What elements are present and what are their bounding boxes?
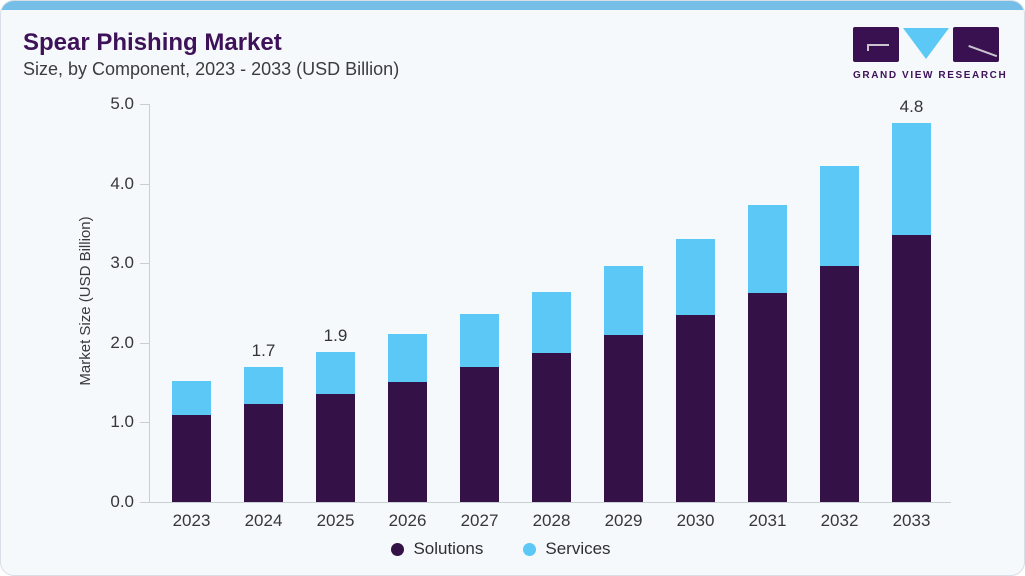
logo-v-triangle-icon: [903, 28, 949, 59]
chart-legend: Solutions Services: [1, 539, 1001, 559]
x-tick-label-2026: 2026: [388, 511, 427, 530]
logo-r-icon: [953, 27, 999, 62]
y-tick-label: 5.0: [110, 94, 134, 113]
legend-label-services: Services: [545, 539, 611, 558]
chart-subtitle: Size, by Component, 2023 - 2033 (USD Bil…: [23, 59, 400, 79]
bar-total-label-2024: 1.7: [251, 340, 276, 360]
logo-g-icon: [853, 27, 899, 62]
y-tick-mark: [140, 422, 149, 424]
y-tick-mark: [140, 183, 149, 185]
bar-segment-solutions-2032[interactable]: [820, 265, 859, 502]
bar-segment-services-2030[interactable]: [676, 238, 715, 315]
solutions-dot-icon: [391, 542, 405, 556]
legend-item-services[interactable]: Services: [523, 539, 611, 559]
bar-segment-solutions-2023[interactable]: [172, 415, 211, 502]
x-tick-label-2025: 2025: [316, 511, 355, 530]
bar-segment-services-2031[interactable]: [748, 205, 787, 293]
y-axis-title: Market Size (USD Billion): [77, 216, 94, 386]
chart-title: Spear Phishing Market: [23, 29, 282, 56]
x-tick-label-2024: 2024: [244, 511, 283, 530]
bar-segment-solutions-2024[interactable]: [244, 404, 283, 502]
x-tick-label-2027: 2027: [460, 511, 499, 530]
services-dot-icon: [523, 542, 537, 556]
x-axis-line: [140, 502, 951, 503]
bar-segment-services-2033[interactable]: [892, 123, 931, 235]
bar-segment-services-2026[interactable]: [388, 334, 427, 382]
y-tick-label: 4.0: [110, 173, 134, 193]
bar-segment-solutions-2031[interactable]: [748, 292, 787, 502]
y-tick-mark: [140, 342, 149, 344]
bar-segment-solutions-2030[interactable]: [676, 314, 715, 502]
bar-segment-services-2027[interactable]: [460, 314, 499, 368]
bar-segment-services-2024[interactable]: [244, 366, 283, 405]
bar-total-label-2033: 4.8: [899, 97, 924, 117]
logo-g-mark2: [867, 44, 869, 51]
y-tick-mark: [140, 502, 149, 503]
bar-total-label-2025: 1.9: [323, 325, 348, 345]
y-tick-label: 2.0: [110, 332, 134, 352]
y-tick-mark: [140, 263, 149, 265]
y-tick-label: 1.0: [110, 412, 134, 432]
x-tick-label-2032: 2032: [820, 511, 859, 530]
top-accent-bar: [1, 1, 1024, 10]
bar-segment-services-2023[interactable]: [172, 381, 211, 416]
legend-item-solutions[interactable]: Solutions: [391, 539, 483, 559]
x-tick-label-2028: 2028: [532, 511, 571, 530]
bar-segment-solutions-2033[interactable]: [892, 234, 931, 502]
bar-segment-solutions-2025[interactable]: [316, 393, 355, 502]
y-tick-label: 0.0: [110, 492, 134, 511]
bar-segment-services-2025[interactable]: [316, 351, 355, 394]
x-tick-label-2029: 2029: [604, 511, 643, 530]
grand-view-research-logo: GRAND VIEW RESEARCH: [853, 27, 1008, 81]
x-tick-label-2030: 2030: [676, 511, 715, 530]
bar-segment-solutions-2029[interactable]: [604, 334, 643, 502]
logo-wordmark: GRAND VIEW RESEARCH: [853, 70, 1008, 81]
logo-g-mark: [867, 44, 889, 46]
bar-segment-solutions-2026[interactable]: [388, 381, 427, 502]
y-axis-line: [149, 104, 150, 502]
bar-segment-services-2032[interactable]: [820, 166, 859, 266]
x-tick-label-2023: 2023: [172, 511, 211, 530]
x-tick-label-2031: 2031: [748, 511, 787, 530]
x-tick-label-2033: 2033: [892, 511, 931, 530]
bar-segment-solutions-2027[interactable]: [460, 367, 499, 502]
logo-shapes: [853, 27, 999, 64]
bar-segment-services-2029[interactable]: [604, 266, 643, 335]
y-tick-mark: [140, 104, 149, 105]
y-tick-label: 3.0: [110, 253, 134, 273]
legend-label-solutions: Solutions: [413, 539, 484, 558]
bar-segment-services-2028[interactable]: [532, 291, 571, 354]
bar-segment-solutions-2028[interactable]: [532, 353, 571, 502]
